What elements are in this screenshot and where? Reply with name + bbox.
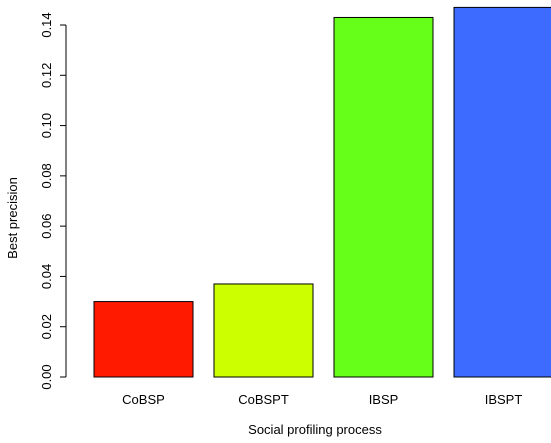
y-tick-label: 0.12 <box>39 63 54 88</box>
bars <box>93 6 551 378</box>
bar-ibspt <box>453 6 551 378</box>
y-tick-label: 0.04 <box>39 264 54 289</box>
bar-cobspt <box>213 283 314 378</box>
y-axis-title: Best precision <box>5 177 20 259</box>
y-tick-label: 0.14 <box>39 12 54 37</box>
y-tick-label: 0.06 <box>39 213 54 238</box>
y-tick-label: 0.00 <box>39 364 54 389</box>
y-tick-label: 0.08 <box>39 163 54 188</box>
x-axis-labels: CoBSP CoBSPT IBSP IBSPT <box>122 392 522 407</box>
y-tick-label: 0.10 <box>39 113 54 138</box>
x-tick-label: IBSP <box>369 392 399 407</box>
x-axis-title: Social profiling process <box>248 422 382 437</box>
bar-cobsp <box>93 301 194 378</box>
y-tick-label: 0.02 <box>39 314 54 339</box>
y-axis: 0.00 0.02 0.04 0.06 0.08 0.10 0.12 0.14 <box>39 12 67 390</box>
x-tick-label: CoBSPT <box>238 392 289 407</box>
bar-ibsp <box>333 16 434 378</box>
x-tick-label: IBSPT <box>485 392 523 407</box>
x-tick-label: CoBSP <box>122 392 165 407</box>
